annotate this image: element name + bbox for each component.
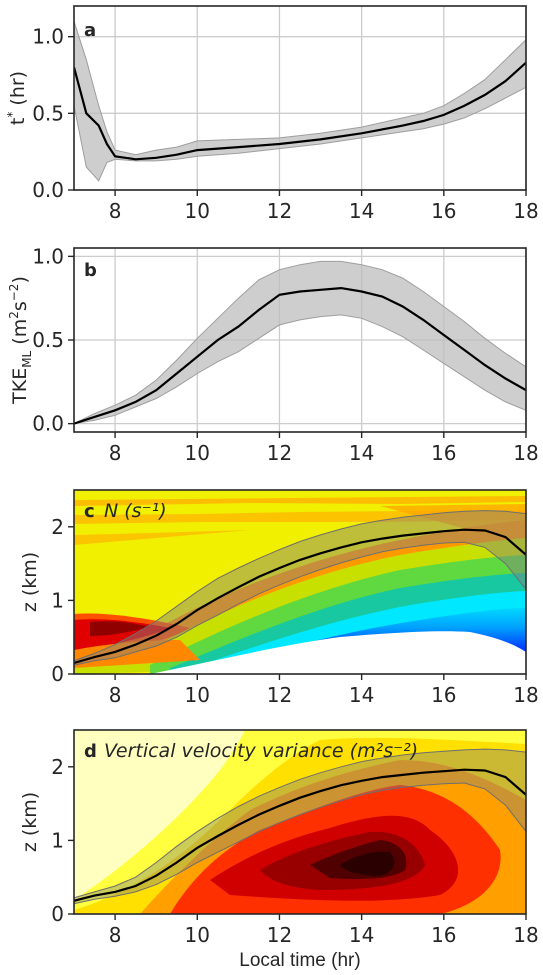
panel-a-ytick-label-0: 0.0 <box>32 178 64 202</box>
panel-d-line <box>74 768 526 902</box>
panel-c-ytick-label-0: 0 <box>51 662 64 686</box>
panel-d-label: d <box>84 741 97 762</box>
panel-c-xtick-label-0: 8 <box>109 683 122 707</box>
panel-a-xtick-label-5: 18 <box>513 199 538 223</box>
panel-a-line <box>74 61 526 161</box>
panel-a: 8 10 12 14 16 18 0.0 0.5 1.0 a t* (hr) <box>5 5 539 223</box>
panel-d-xlabel: Local time (hr) <box>239 950 360 971</box>
panel-d-ytick-label-2: 2 <box>51 755 64 779</box>
panel-d-ytick-label-1: 1 <box>51 828 64 852</box>
panel-d-xtick-label-0: 8 <box>109 923 122 947</box>
panel-a-label: a <box>84 20 96 41</box>
panel-a-xtick-label-1: 10 <box>185 199 210 223</box>
panel-d-xtick-label-4: 16 <box>431 923 456 947</box>
panel-c-title: N (s⁻¹) <box>104 500 167 522</box>
panel-b-line <box>74 286 526 425</box>
panel-b-ytick-label-1: 0.5 <box>32 328 64 352</box>
panel-d-ytick-label-0: 0 <box>51 902 64 926</box>
panel-c-ytick-label-2: 2 <box>51 515 64 539</box>
panel-c-xtick-label-2: 12 <box>267 683 292 707</box>
panel-a-ytick-label-1: 0.5 <box>32 101 64 125</box>
panel-c-ytick-label-1: 1 <box>51 588 64 612</box>
panel-a-xtick-label-0: 8 <box>109 199 122 223</box>
panel-c-xtick-label-3: 14 <box>349 683 374 707</box>
panel-c-xtick-label-1: 10 <box>185 683 210 707</box>
panel-b-xtick-label-3: 14 <box>349 441 374 465</box>
panel-b: 8 10 12 14 16 18 0.0 0.5 1.0 b TKEML (m2s−2) <box>7 244 539 465</box>
panel-a-xtick-label-2: 12 <box>267 199 292 223</box>
panel-b-ylabel: TKEML (m2s−2) <box>7 276 34 405</box>
panel-c-field <box>74 490 526 674</box>
panel-c-xtick-label-5: 18 <box>513 683 538 707</box>
panel-c-line <box>74 528 526 665</box>
panel-b-band <box>74 260 526 425</box>
panel-a-xtick-label-4: 16 <box>431 199 456 223</box>
panel-d-xtick-label-1: 10 <box>185 923 210 947</box>
panel-d-xtick-label-5: 18 <box>513 923 538 947</box>
panel-b-ytick-label-0: 0.0 <box>32 412 64 436</box>
panel-c-xtick-label-4: 16 <box>431 683 456 707</box>
panel-a-frame <box>73 5 527 191</box>
panel-b-xtick-label-4: 16 <box>431 441 456 465</box>
panel-d-xtick-label-3: 14 <box>349 923 374 947</box>
panel-d-title: Vertical velocity variance (m²s⁻²) <box>104 740 418 762</box>
panel-d-xtick-label-2: 12 <box>267 923 292 947</box>
panel-d-field <box>74 730 526 914</box>
panel-c-band <box>74 510 526 666</box>
panel-a-ytick-label-2: 1.0 <box>32 25 64 49</box>
panel-b-label: b <box>84 260 97 281</box>
panel-b-xtick-label-5: 18 <box>513 441 538 465</box>
panel-c-label: c <box>84 501 95 522</box>
panel-c-ylabel: z (km) <box>19 552 41 612</box>
panel-b-ytick-label-2: 1.0 <box>32 244 64 268</box>
panel-b-xtick-label-0: 8 <box>109 441 122 465</box>
panel-d-frame <box>73 729 527 915</box>
panel-d-ylabel: z (km) <box>19 792 41 852</box>
panel-a-ylabel: t* (hr) <box>5 71 29 125</box>
panel-a-band <box>74 21 526 182</box>
panel-b-xtick-label-2: 12 <box>267 441 292 465</box>
panel-a-xtick-label-3: 14 <box>349 199 374 223</box>
panel-b-xtick-label-1: 10 <box>185 441 210 465</box>
panel-d-band <box>74 748 526 905</box>
panel-c-frame <box>73 489 527 675</box>
